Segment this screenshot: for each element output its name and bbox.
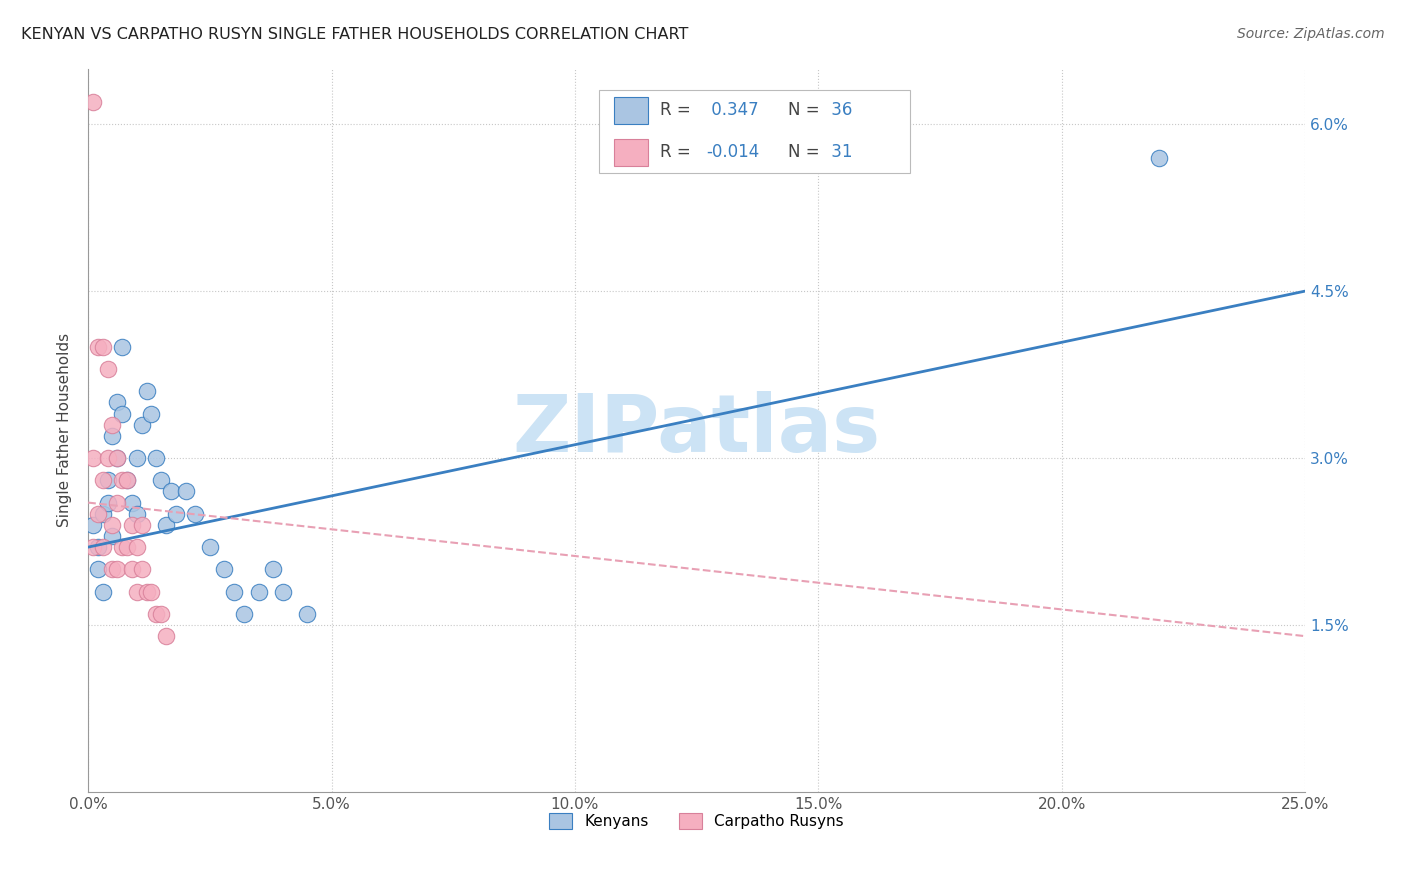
Point <box>150 473 173 487</box>
Point <box>160 484 183 499</box>
Point <box>131 517 153 532</box>
Text: KENYAN VS CARPATHO RUSYN SINGLE FATHER HOUSEHOLDS CORRELATION CHART: KENYAN VS CARPATHO RUSYN SINGLE FATHER H… <box>21 27 689 42</box>
Text: ZIPatlas: ZIPatlas <box>513 392 880 469</box>
Point <box>105 562 128 576</box>
Point <box>135 384 157 399</box>
FancyBboxPatch shape <box>614 138 648 166</box>
Text: R =: R = <box>659 102 690 120</box>
Point <box>131 562 153 576</box>
Point <box>145 607 167 621</box>
Point <box>174 484 197 499</box>
Point <box>87 562 110 576</box>
Point <box>87 340 110 354</box>
Point <box>97 362 120 376</box>
Point <box>224 584 246 599</box>
Text: 36: 36 <box>825 102 852 120</box>
Point <box>82 95 104 109</box>
Point <box>97 495 120 509</box>
Point <box>91 540 114 554</box>
Point <box>82 517 104 532</box>
Point <box>105 495 128 509</box>
Point <box>111 407 134 421</box>
Point <box>91 340 114 354</box>
Point <box>155 517 177 532</box>
Point <box>155 629 177 643</box>
Y-axis label: Single Father Households: Single Father Households <box>58 334 72 527</box>
FancyBboxPatch shape <box>614 96 648 124</box>
Legend: Kenyans, Carpatho Rusyns: Kenyans, Carpatho Rusyns <box>543 806 851 835</box>
Point <box>115 473 138 487</box>
Point <box>97 451 120 466</box>
Text: N =: N = <box>787 144 820 161</box>
Point <box>97 473 120 487</box>
Point <box>271 584 294 599</box>
Point <box>247 584 270 599</box>
Point <box>105 395 128 409</box>
Text: Source: ZipAtlas.com: Source: ZipAtlas.com <box>1237 27 1385 41</box>
Point <box>214 562 236 576</box>
Point <box>121 562 143 576</box>
Point <box>101 562 124 576</box>
Point <box>111 540 134 554</box>
Text: 0.347: 0.347 <box>706 102 759 120</box>
Text: R =: R = <box>659 144 690 161</box>
Point <box>262 562 284 576</box>
Point <box>131 417 153 432</box>
Point <box>111 473 134 487</box>
Point <box>121 517 143 532</box>
Point <box>125 507 148 521</box>
Point <box>141 407 163 421</box>
Point <box>145 451 167 466</box>
Point <box>87 507 110 521</box>
Text: N =: N = <box>787 102 820 120</box>
Text: -0.014: -0.014 <box>706 144 759 161</box>
Point <box>105 451 128 466</box>
FancyBboxPatch shape <box>599 90 910 173</box>
Point <box>91 507 114 521</box>
Point <box>165 507 187 521</box>
Point <box>115 473 138 487</box>
Point <box>105 451 128 466</box>
Point <box>82 540 104 554</box>
Point <box>125 451 148 466</box>
Point <box>101 429 124 443</box>
Point <box>91 473 114 487</box>
Point <box>91 584 114 599</box>
Point <box>121 495 143 509</box>
Point <box>232 607 254 621</box>
Point <box>101 529 124 543</box>
Point <box>101 517 124 532</box>
Point <box>82 451 104 466</box>
Point <box>150 607 173 621</box>
Point <box>184 507 207 521</box>
Point <box>125 540 148 554</box>
Point <box>295 607 318 621</box>
Point <box>198 540 221 554</box>
Point <box>141 584 163 599</box>
Point <box>1147 151 1170 165</box>
Point <box>111 340 134 354</box>
Point <box>135 584 157 599</box>
Point <box>101 417 124 432</box>
Point <box>87 540 110 554</box>
Point <box>115 540 138 554</box>
Point <box>125 584 148 599</box>
Text: 31: 31 <box>825 144 852 161</box>
